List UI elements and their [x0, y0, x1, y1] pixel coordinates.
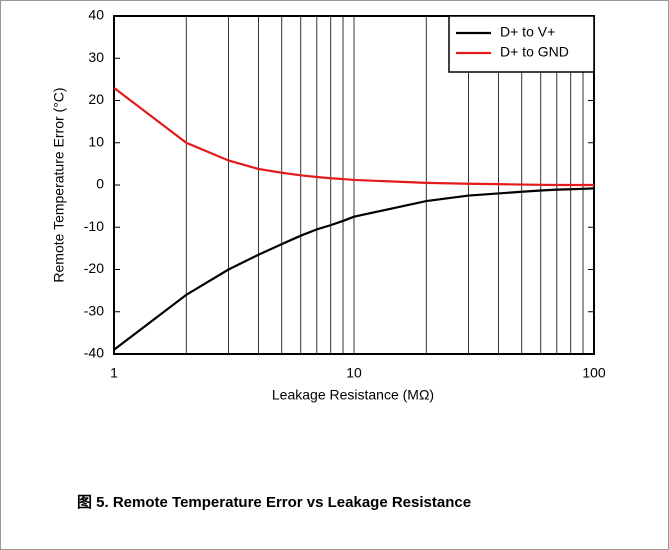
y-tick-label: 30	[88, 49, 104, 65]
line	[113, 86, 594, 187]
x-axis-label: Leakage Resistance (MΩ)	[272, 387, 434, 403]
legend-box	[448, 15, 595, 73]
caption: 图 5. Remote Temperature Error vs Leakage…	[77, 494, 471, 511]
y-tick-label: -20	[84, 260, 104, 276]
x-tick-label: 10	[346, 365, 362, 381]
y-tick-label: 0	[96, 176, 104, 192]
y-tick-label: -40	[84, 345, 104, 361]
x-tick-label: 1	[110, 365, 118, 381]
y-axis-label: Remote Temperature Error (°C)	[51, 87, 67, 282]
y-tick-label: -30	[84, 302, 104, 318]
x-tick-label: 100	[582, 365, 606, 381]
y-tick-label: -10	[84, 218, 104, 234]
line	[113, 187, 595, 351]
legend-label: D+ to GND	[500, 44, 569, 60]
y-tick-label: 20	[88, 91, 104, 107]
y-tick-label: 40	[88, 7, 104, 23]
y-tick-label: 10	[88, 133, 104, 149]
legend-label: D+ to V+	[500, 24, 555, 40]
